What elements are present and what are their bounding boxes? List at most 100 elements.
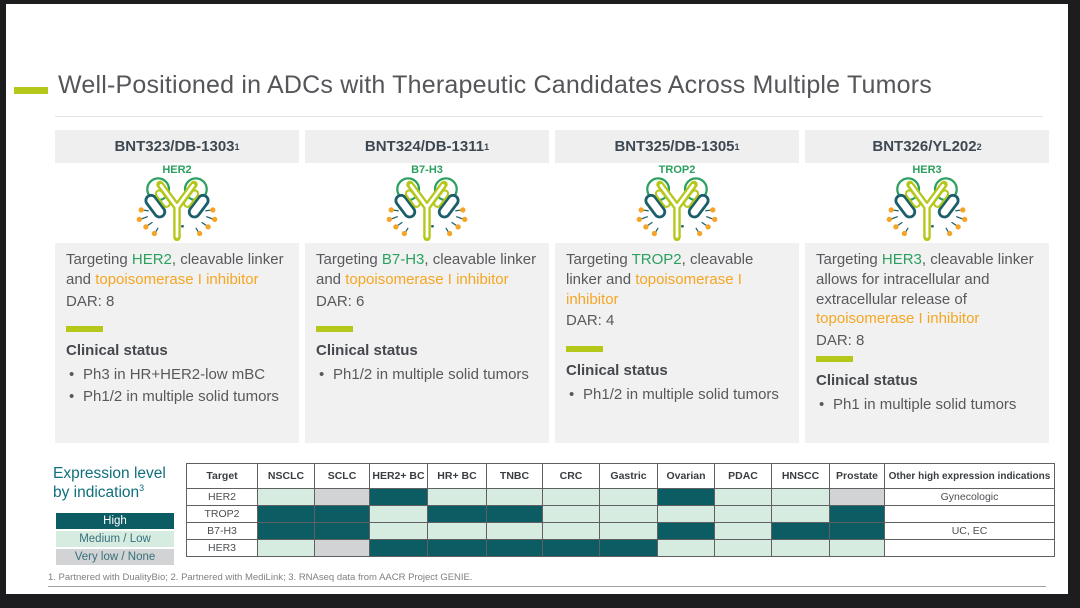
table-header-cell: CRC	[542, 463, 600, 489]
antibody-icon	[636, 177, 718, 242]
targeting-text-pre: Targeting	[816, 251, 882, 268]
expression-level-cell	[369, 522, 428, 540]
table-header-cell: Prostate	[829, 463, 885, 489]
targeting-payload: topoisomerase I inhibitor	[816, 310, 980, 328]
other-indications-cell: Gynecologic	[884, 488, 1055, 506]
expression-level-cell	[657, 539, 715, 557]
antibody-target-label: B7-H3	[411, 164, 443, 176]
expression-level-cell	[427, 522, 487, 540]
dar-value: DAR: 4	[566, 312, 615, 330]
targeting-text: Targeting B7-H3, cleavable linker and to…	[316, 250, 538, 290]
targeting-text: Targeting HER3, cleavable linker allows …	[816, 250, 1038, 329]
expression-level-cell	[314, 488, 370, 506]
candidate-name: BNT325/DB-1305 1	[555, 130, 799, 163]
table-header-cell: Other high expression indications	[884, 463, 1055, 489]
expression-table-row: TROP2	[186, 505, 1055, 523]
expression-level-cell	[714, 488, 772, 506]
expression-level-cell	[599, 488, 658, 506]
expression-level-cell	[829, 522, 885, 540]
expression-level-cell	[771, 522, 830, 540]
legend-item-verylow: Very low / None	[56, 549, 174, 565]
clinical-status-bullet: Ph1 in multiple solid tumors	[816, 395, 1038, 415]
targeting-payload: topoisomerase I inhibitor	[345, 270, 509, 288]
table-header-cell: HR+ BC	[427, 463, 487, 489]
expression-level-cell	[657, 522, 715, 540]
targeting-target-name: TROP2	[631, 251, 682, 268]
antibody-target-label: TROP2	[658, 164, 696, 176]
dar-value: DAR: 8	[66, 292, 115, 310]
dar-value: DAR: 6	[316, 292, 365, 310]
antibody-icon-zone: B7-H3	[305, 163, 549, 243]
slide: Well-Positioned in ADCs with Therapeutic…	[6, 4, 1068, 594]
table-header-cell: NSCLC	[257, 463, 315, 489]
clinical-status-list: Ph3 in HR+HER2-low mBCPh1/2 in multiple …	[66, 365, 288, 407]
antibody-icon	[136, 177, 218, 242]
expression-level-cell	[599, 539, 658, 557]
legend-item-medium: Medium / Low	[56, 531, 174, 547]
expression-level-cell	[486, 539, 543, 557]
footnote: 1. Partnered with DualityBio; 2. Partner…	[48, 572, 1046, 587]
expression-level-cell	[427, 539, 487, 557]
candidate-name: BNT324/DB-1311 1	[305, 130, 549, 163]
expression-level-cell	[314, 522, 370, 540]
section-accent-dash	[566, 346, 603, 353]
candidate-name-text: BNT323/DB-1303	[114, 138, 235, 155]
targeting-text-mid: , cleavable linker allows for intracellu…	[816, 251, 1034, 308]
targeting-text: Targeting TROP2, cleavable linker and to…	[566, 250, 788, 309]
expression-level-cell	[657, 505, 715, 523]
targeting-text-mid: , cleavable linker and	[566, 251, 754, 288]
antibody-icon	[886, 177, 968, 242]
targeting-target-name: HER2	[131, 251, 172, 268]
expression-level-cell	[257, 539, 315, 557]
table-header-cell: HNSCC	[771, 463, 830, 489]
antibody-target-label: HER3	[912, 164, 942, 176]
candidates-row: BNT323/DB-1303 1 HER2 Targeting HER2, cleav…	[55, 130, 1049, 443]
clinical-status-heading: Clinical status	[566, 362, 668, 380]
targeting-text-pre: Targeting	[566, 251, 632, 268]
expression-level-cell	[486, 522, 543, 540]
legend-item-high: High	[56, 513, 174, 529]
target-cell: TROP2	[186, 505, 258, 523]
expression-level-cell	[829, 505, 885, 523]
expression-level-cell	[369, 488, 428, 506]
clinical-status-list: Ph1/2 in multiple solid tumors	[316, 365, 538, 385]
expression-level-cell	[369, 539, 428, 557]
candidate-card: BNT324/DB-1311 1 B7-H3 Targeting B7-H3, cle…	[305, 130, 549, 443]
antibody-icon-zone: HER3	[805, 163, 1049, 243]
other-indications-cell: UC, EC	[884, 522, 1055, 540]
targeting-target-name: B7-H3	[381, 251, 425, 268]
expression-level-cell	[771, 488, 830, 506]
expression-level-cell	[829, 488, 885, 506]
candidate-card: BNT325/DB-1305 1 TROP2 Targeting TROP2, cle…	[555, 130, 799, 443]
targeting-target-name: HER3	[881, 251, 922, 268]
expression-level-cell	[486, 505, 543, 523]
candidate-body: Targeting HER2, cleavable linker and top…	[55, 243, 299, 443]
expression-heading: Expression level by indication3	[53, 464, 166, 503]
targeting-payload: topoisomerase I inhibitor	[95, 270, 259, 288]
clinical-status-bullet: Ph1/2 in multiple solid tumors	[316, 365, 538, 385]
candidate-card: BNT323/DB-1303 1 HER2 Targeting HER2, cleav…	[55, 130, 299, 443]
table-header-cell: Ovarian	[657, 463, 715, 489]
targeting-text-mid: , cleavable linker and	[316, 251, 537, 288]
expression-table-row: B7-H3 UC, EC	[186, 522, 1055, 540]
targeting-text-pre: Targeting	[66, 251, 132, 268]
clinical-status-bullet: Ph1/2 in multiple solid tumors	[66, 387, 288, 407]
candidate-name: BNT323/DB-1303 1	[55, 130, 299, 163]
expression-level-cell	[542, 488, 600, 506]
antibody-target-label: HER2	[162, 164, 192, 176]
expression-table-row: HER2 Gynecologic	[186, 488, 1055, 506]
expression-heading-footref: 3	[139, 483, 145, 494]
table-header-cell: HER2+ BC	[369, 463, 428, 489]
antibody-icon-zone: TROP2	[555, 163, 799, 243]
expression-level-cell	[714, 539, 772, 557]
table-header-cell: SCLC	[314, 463, 370, 489]
table-header-cell: TNBC	[486, 463, 543, 489]
clinical-status-list: Ph1/2 in multiple solid tumors	[566, 385, 788, 405]
targeting-text-mid: , cleavable linker and	[66, 251, 284, 288]
expression-table-row: HER3	[186, 539, 1055, 557]
expression-level-cell	[771, 539, 830, 557]
expression-level-cell	[599, 522, 658, 540]
expression-level-cell	[314, 505, 370, 523]
expression-level-cell	[714, 522, 772, 540]
